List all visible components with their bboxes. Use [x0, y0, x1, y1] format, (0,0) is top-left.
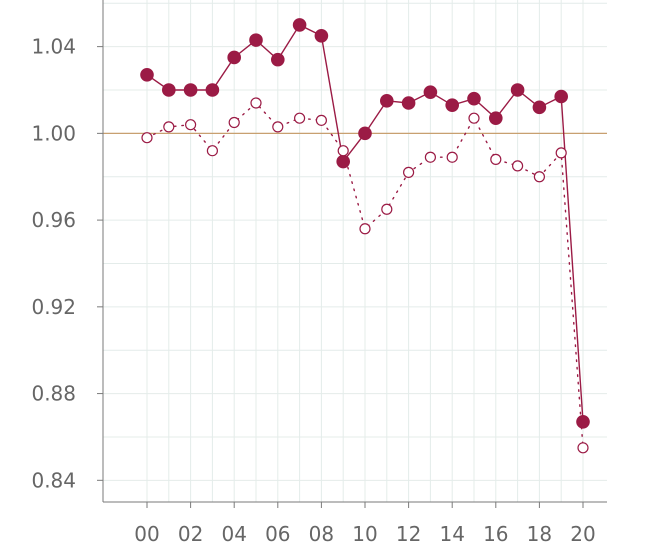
series-2-point: [250, 97, 262, 109]
x-tick-label: 04: [221, 522, 246, 546]
x-tick-label: 08: [309, 522, 334, 546]
series-2-point: [577, 442, 589, 454]
series-2-point: [141, 132, 153, 144]
series-2-point: [424, 151, 436, 163]
series-1-point: [249, 33, 263, 47]
x-tick-label: 02: [178, 522, 203, 546]
series-2-point: [446, 151, 458, 163]
series-2-point: [272, 121, 284, 133]
x-tick-label: 12: [396, 522, 421, 546]
series-2-point: [555, 147, 567, 159]
series-2-point: [359, 223, 371, 235]
series-1-point: [162, 83, 176, 97]
series-1-point: [423, 85, 438, 99]
series-group: [140, 18, 590, 454]
series-1-point: [576, 414, 590, 429]
x-tick-label: 00: [134, 522, 159, 546]
series-2-point: [403, 166, 415, 178]
series-1-point: [532, 100, 547, 115]
series-1-point: [140, 68, 154, 82]
series-2-point: [163, 121, 175, 133]
series-1-point: [314, 28, 329, 43]
series-2-point: [228, 116, 240, 129]
series-2-point: [490, 153, 502, 165]
series-2-point: [315, 114, 327, 126]
series-1-point: [445, 98, 460, 112]
series-1-point: [510, 83, 525, 97]
series-2-line: [146, 102, 584, 449]
series-1-point: [183, 83, 198, 97]
x-tick-label: 20: [570, 522, 595, 546]
series-2-point: [381, 203, 393, 215]
axes: [97, 0, 607, 508]
series-1-point: [554, 89, 569, 104]
series-1-point: [489, 111, 503, 125]
series-1-point: [227, 50, 241, 65]
y-tick-label: 1.04: [31, 35, 76, 59]
x-tick-label: 18: [527, 522, 552, 546]
series-2-point: [294, 112, 306, 124]
y-tick-label: 1.00: [31, 121, 76, 145]
series-1-point: [271, 52, 285, 67]
series-1-point: [205, 83, 220, 97]
series-2-point: [511, 160, 524, 172]
series-2-point: [337, 145, 349, 157]
series-2-point: [206, 145, 218, 157]
y-axis-tick-labels: 1.04 1.00 0.96 0.92 0.88 0.84: [31, 35, 76, 493]
x-tick-label: 06: [265, 522, 290, 546]
series-1-point: [467, 91, 481, 106]
y-tick-label: 0.92: [31, 295, 76, 319]
series-2-point: [533, 171, 546, 183]
series-1-point: [292, 18, 307, 32]
x-axis-tick-labels: 00 02 04 06 08 10 12 14 16 18 20: [134, 522, 595, 546]
series-2-point: [185, 119, 197, 131]
x-tick-label: 16: [483, 522, 508, 546]
x-tick-label: 14: [439, 522, 464, 546]
series-1-point: [336, 154, 351, 169]
x-tick-label: 10: [352, 522, 377, 546]
y-tick-label: 0.84: [31, 468, 76, 492]
series-1-point: [358, 126, 372, 141]
series-1-point: [380, 94, 394, 108]
y-tick-label: 0.96: [31, 208, 76, 232]
y-tick-label: 0.88: [31, 382, 76, 406]
grid: [103, 0, 607, 502]
series-2-point: [468, 112, 480, 124]
series-1-point: [401, 96, 416, 110]
